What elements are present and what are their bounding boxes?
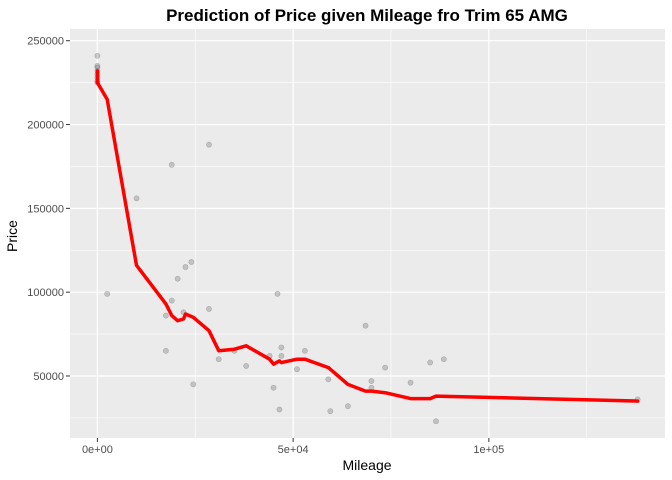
scatter-point	[427, 359, 434, 366]
y-tick-label: 100000	[27, 287, 64, 299]
chart-title: Prediction of Price given Mileage fro Tr…	[166, 6, 568, 25]
x-axis: 0e+00 5e+04 1e+05	[82, 438, 504, 456]
y-tick-label: 50000	[33, 371, 64, 383]
scatter-point	[278, 344, 285, 351]
scatter-point	[190, 381, 197, 388]
scatter-point	[168, 297, 175, 304]
scatter-point	[94, 62, 101, 69]
scatter-point	[163, 312, 169, 319]
x-tick-label: 0e+00	[82, 444, 113, 456]
scatter-point	[215, 356, 222, 363]
scatter-point	[345, 403, 351, 410]
scatter-point	[174, 275, 181, 282]
scatter-point	[243, 363, 250, 369]
scatter-point	[168, 161, 175, 168]
scatter-point	[362, 322, 369, 329]
plot-panel	[70, 29, 665, 438]
prediction-line-group	[95, 69, 640, 403]
y-axis-title: Price	[4, 220, 20, 252]
x-tick-label: 5e+04	[278, 444, 309, 456]
y-tick-label: 150000	[27, 203, 64, 215]
y-tick-label: 250000	[27, 36, 64, 48]
minor-gridlines	[70, 29, 665, 438]
x-tick-label: 1e+05	[473, 444, 504, 456]
scatter-point	[94, 52, 101, 59]
major-gridlines	[70, 29, 665, 438]
scatter-point	[206, 306, 212, 312]
scatter-point	[433, 418, 439, 425]
prediction-line	[95, 69, 640, 403]
scatter-point	[382, 364, 389, 371]
y-axis: 50000 100000 150000 200000 250000	[27, 36, 70, 383]
scatter-point	[368, 378, 375, 384]
scatter-point	[327, 408, 334, 415]
scatter-point	[301, 347, 308, 354]
scatter-point	[270, 384, 277, 391]
scatter-point	[274, 290, 281, 297]
scatter-point	[104, 290, 111, 297]
scatter-point	[188, 259, 195, 265]
scatter-points	[94, 52, 641, 425]
scatter-point	[276, 406, 283, 413]
scatter-point	[407, 379, 414, 386]
scatter-point	[206, 141, 212, 148]
scatter-point	[278, 352, 285, 359]
scatter-point	[325, 376, 332, 383]
scatter-point	[182, 264, 189, 270]
scatter-point	[163, 347, 169, 354]
scatter-point	[294, 366, 300, 373]
scatter-point	[133, 195, 140, 202]
scatter-point	[440, 356, 447, 363]
x-axis-title: Mileage	[342, 457, 391, 473]
y-tick-label: 200000	[27, 120, 64, 132]
